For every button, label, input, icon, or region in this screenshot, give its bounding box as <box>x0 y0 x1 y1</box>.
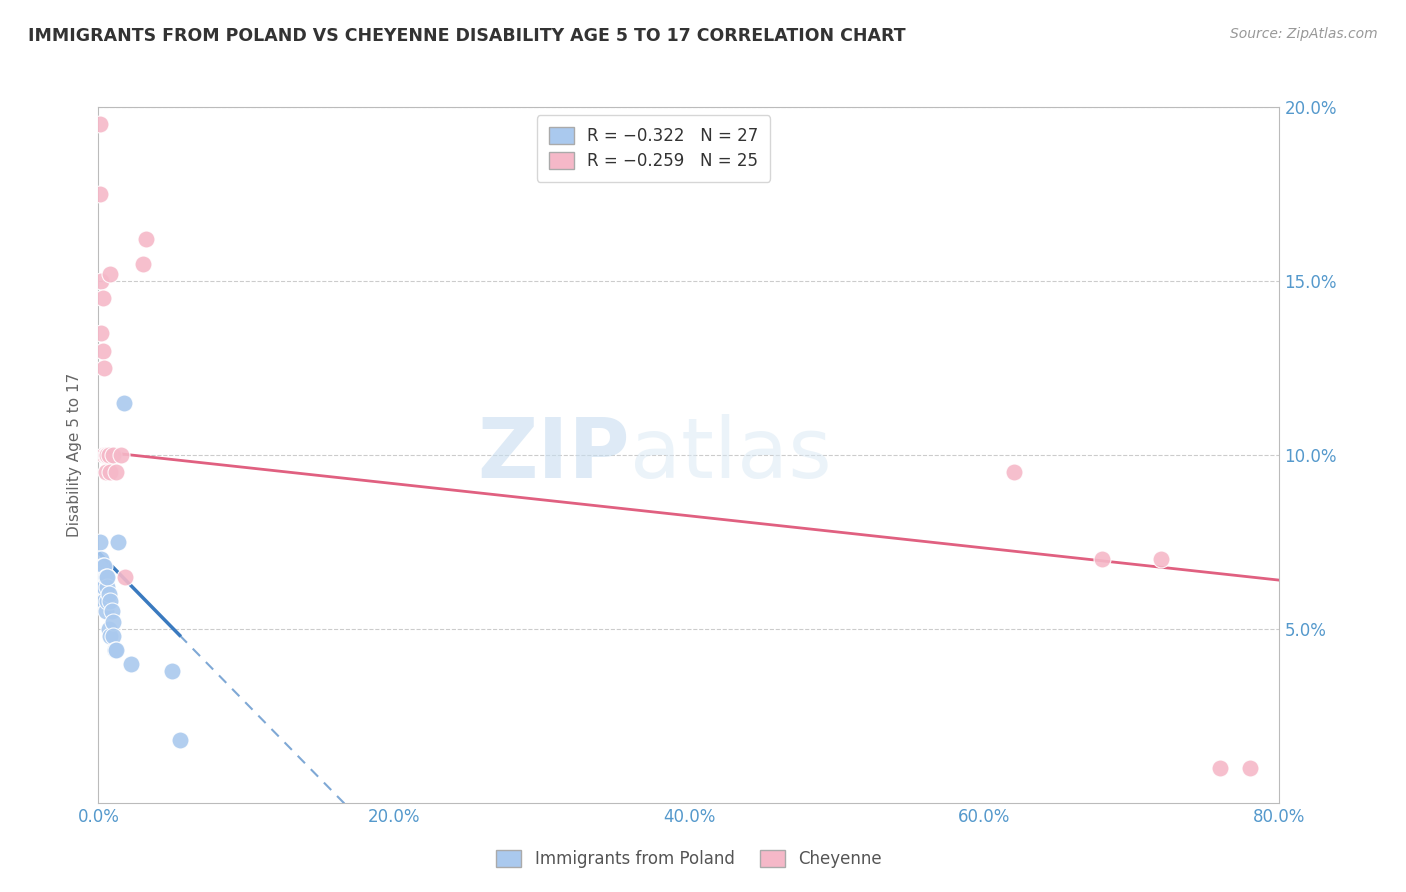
Point <box>103 448 125 462</box>
Text: ZIP: ZIP <box>478 415 630 495</box>
Point <box>90 326 112 340</box>
Point <box>94 466 117 480</box>
Point <box>90 552 112 566</box>
Point <box>114 570 136 584</box>
Point <box>96 580 118 594</box>
Point <box>93 594 115 608</box>
Point <box>169 733 191 747</box>
Point <box>103 629 125 643</box>
Point <box>93 448 115 462</box>
Point <box>110 448 132 462</box>
Text: atlas: atlas <box>630 415 831 495</box>
Point <box>1209 761 1232 775</box>
Point <box>93 360 115 375</box>
Point <box>96 594 118 608</box>
Legend: Immigrants from Poland, Cheyenne: Immigrants from Poland, Cheyenne <box>489 843 889 874</box>
Point <box>91 559 114 574</box>
Point <box>1002 466 1025 480</box>
Point <box>105 642 128 657</box>
Point <box>132 256 155 270</box>
Point <box>1150 552 1173 566</box>
Point <box>120 657 142 671</box>
Point <box>91 343 114 358</box>
Point <box>97 622 120 636</box>
Point <box>100 605 122 619</box>
Point <box>97 587 120 601</box>
Point <box>103 615 125 629</box>
Point <box>107 534 129 549</box>
Point <box>1091 552 1114 566</box>
Point <box>91 580 114 594</box>
Text: IMMIGRANTS FROM POLAND VS CHEYENNE DISABILITY AGE 5 TO 17 CORRELATION CHART: IMMIGRANTS FROM POLAND VS CHEYENNE DISAB… <box>28 27 905 45</box>
Point <box>162 664 183 678</box>
Point <box>96 448 118 462</box>
Point <box>104 642 127 657</box>
Point <box>98 629 121 643</box>
Point <box>94 605 117 619</box>
Point <box>98 594 121 608</box>
Point <box>91 291 114 305</box>
Point <box>93 559 115 574</box>
Point <box>96 570 118 584</box>
Point <box>97 448 120 462</box>
Point <box>98 267 121 281</box>
Point <box>105 466 128 480</box>
Point <box>90 570 112 584</box>
Point <box>89 117 111 131</box>
Point <box>112 396 135 410</box>
Text: Source: ZipAtlas.com: Source: ZipAtlas.com <box>1230 27 1378 41</box>
Point <box>94 570 117 584</box>
Point <box>98 466 121 480</box>
Point <box>94 448 117 462</box>
Point <box>89 534 111 549</box>
Point <box>135 232 157 246</box>
Y-axis label: Disability Age 5 to 17: Disability Age 5 to 17 <box>67 373 83 537</box>
Point <box>89 187 111 202</box>
Point <box>90 274 112 288</box>
Point <box>1239 761 1261 775</box>
Point <box>93 580 115 594</box>
